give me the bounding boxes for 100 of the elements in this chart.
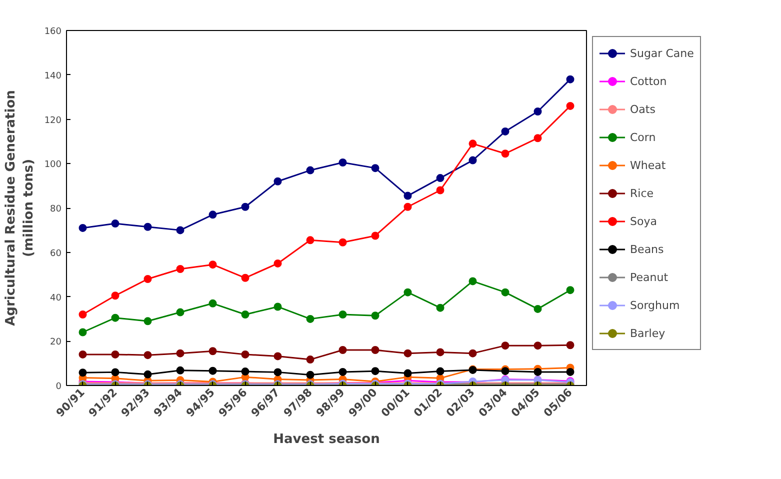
point	[436, 348, 444, 356]
x-axis-title: Havest season	[273, 432, 380, 448]
point	[306, 166, 314, 174]
point	[371, 367, 380, 376]
point	[176, 308, 184, 316]
point	[404, 202, 412, 211]
point	[501, 342, 510, 350]
point	[176, 349, 184, 358]
point	[176, 366, 184, 374]
legend-label: Barley	[630, 326, 666, 342]
point	[566, 75, 574, 84]
point	[338, 238, 347, 246]
point	[78, 310, 87, 318]
point	[208, 299, 217, 308]
point	[111, 220, 120, 228]
point	[566, 102, 574, 110]
point	[176, 265, 184, 274]
point	[534, 342, 542, 350]
point	[111, 292, 120, 300]
point	[208, 260, 217, 269]
legend-label: Cotton	[630, 74, 667, 90]
legend-label: Peanut	[630, 270, 668, 286]
point	[436, 174, 444, 182]
y-axis-title: Agricultural Residue Generation (million tons)	[3, 90, 36, 326]
point	[274, 352, 282, 360]
point	[436, 304, 444, 312]
legend-label: Corn	[630, 130, 656, 146]
y-tick-label: 60	[50, 248, 62, 259]
point	[566, 286, 574, 294]
point	[144, 370, 152, 378]
point	[338, 310, 347, 318]
point	[404, 192, 412, 200]
point	[468, 156, 477, 164]
point	[468, 349, 477, 358]
point	[306, 370, 314, 379]
point	[208, 347, 217, 356]
legend-label: Wheat	[630, 158, 666, 174]
point	[338, 346, 347, 354]
point	[241, 350, 250, 358]
y-tick-label: 20	[50, 338, 62, 348]
point	[241, 368, 250, 376]
point	[566, 368, 574, 376]
legend-label: Rice	[630, 186, 654, 202]
point	[78, 224, 87, 232]
point	[78, 368, 87, 377]
point	[111, 314, 120, 322]
point	[241, 202, 250, 211]
point	[111, 350, 120, 358]
point	[436, 186, 444, 194]
point	[274, 177, 282, 186]
legend-label: Soya	[630, 214, 657, 230]
point	[338, 368, 347, 376]
point	[306, 356, 314, 364]
point	[111, 368, 120, 376]
y-tick-label: 0	[56, 382, 62, 392]
point	[436, 367, 444, 376]
point	[338, 158, 347, 167]
y-tick-label: 120	[44, 116, 62, 126]
point	[501, 150, 510, 158]
point	[208, 366, 217, 375]
point	[306, 236, 314, 244]
point	[274, 302, 282, 311]
legend-label: Sorghum	[630, 298, 680, 314]
legend-label: Sugar Cane	[630, 46, 694, 62]
point	[468, 277, 477, 286]
point	[144, 317, 152, 326]
point	[78, 350, 87, 358]
point	[371, 346, 380, 354]
point	[144, 275, 152, 283]
point	[404, 288, 412, 296]
y-tick-label: 80	[50, 204, 62, 214]
point	[274, 368, 282, 376]
point	[404, 369, 412, 378]
point	[404, 349, 412, 358]
point	[274, 259, 282, 268]
point	[241, 310, 250, 318]
point	[306, 314, 314, 323]
point	[144, 222, 152, 231]
point	[468, 140, 477, 148]
point	[371, 164, 380, 172]
point	[78, 328, 87, 336]
point	[501, 288, 510, 296]
point	[534, 304, 542, 313]
y-tick-label: 160	[44, 27, 62, 37]
point	[371, 232, 380, 240]
point	[534, 134, 542, 142]
point	[208, 210, 217, 219]
point	[534, 368, 542, 376]
legend-label: Oats	[630, 102, 656, 118]
point	[241, 274, 250, 282]
y-tick-label: 100	[44, 160, 62, 170]
point	[534, 107, 542, 116]
point	[176, 226, 184, 234]
legend-label: Beans	[630, 242, 664, 258]
y-tick-label: 40	[50, 293, 62, 304]
point	[371, 312, 380, 320]
y-tick-label: 140	[44, 71, 62, 82]
point	[501, 127, 510, 136]
point	[566, 341, 574, 350]
point	[144, 351, 152, 360]
